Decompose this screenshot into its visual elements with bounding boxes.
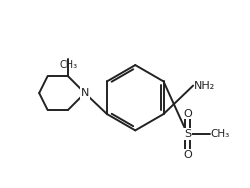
Text: NH₂: NH₂ xyxy=(194,81,215,91)
Text: N: N xyxy=(81,88,89,98)
Text: O: O xyxy=(183,150,192,160)
Text: O: O xyxy=(183,109,192,119)
Text: CH₃: CH₃ xyxy=(211,129,230,139)
Text: S: S xyxy=(184,129,191,139)
Text: CH₃: CH₃ xyxy=(59,60,77,70)
